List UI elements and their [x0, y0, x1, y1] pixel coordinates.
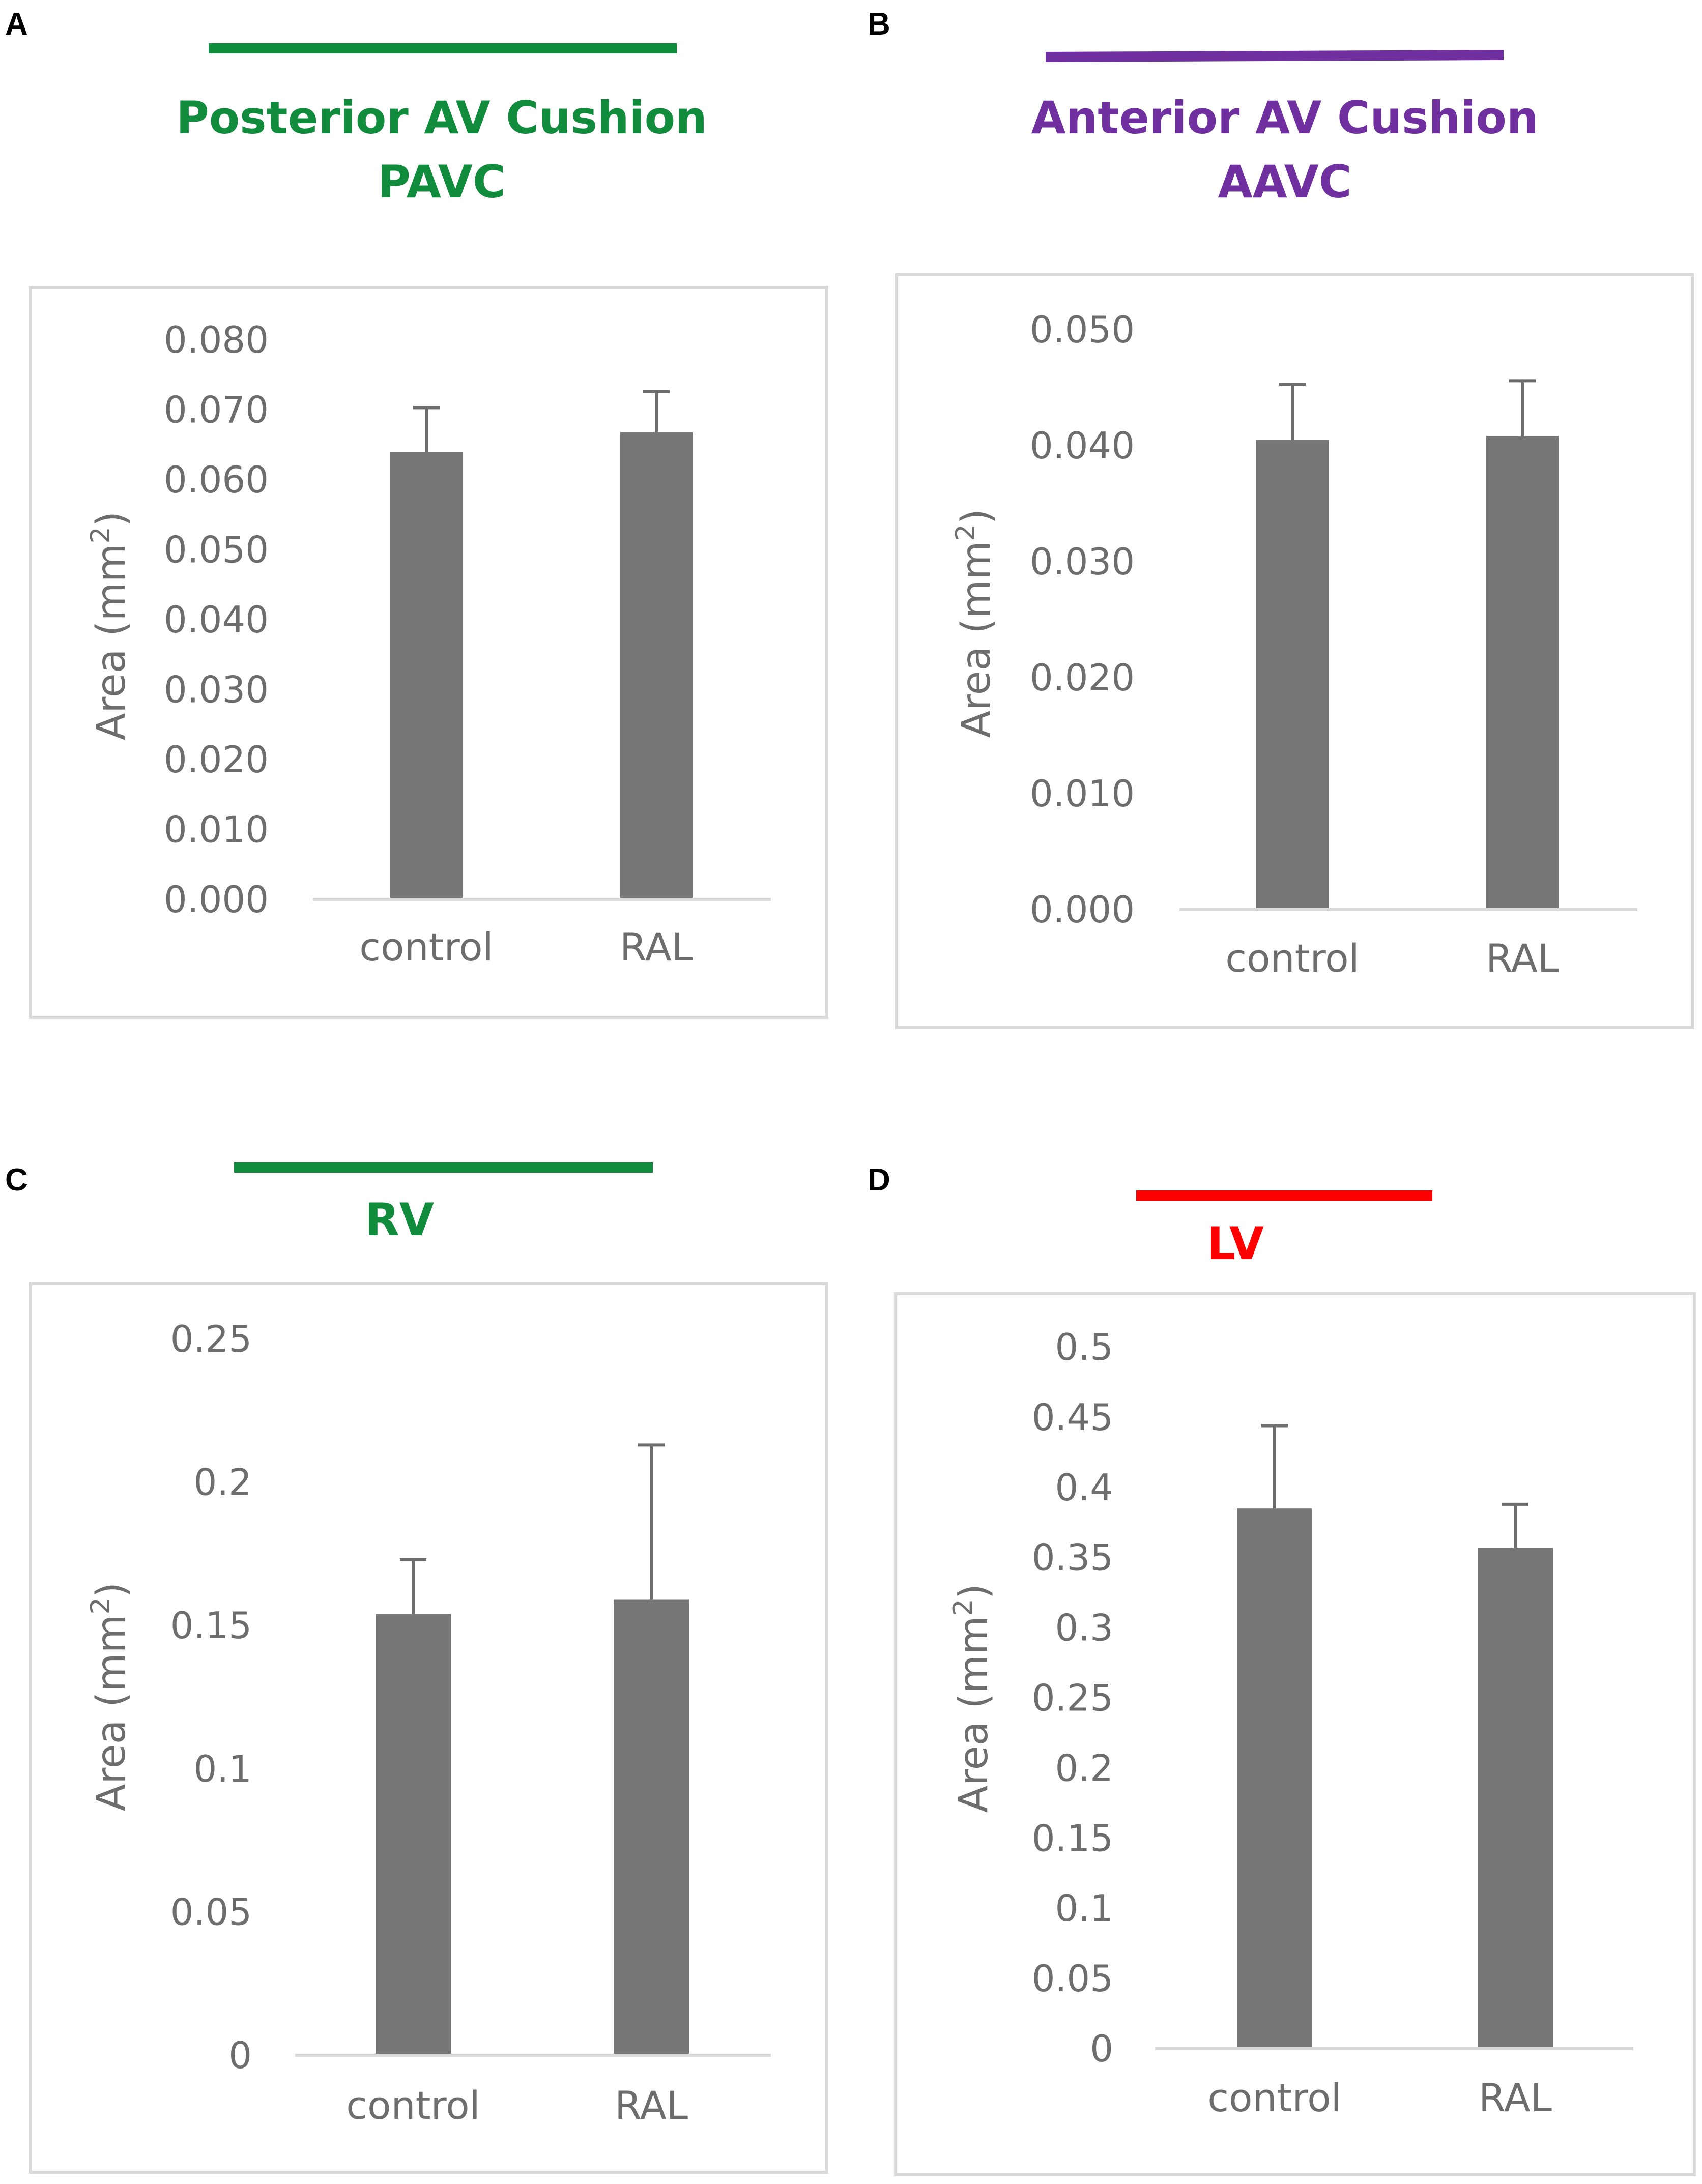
panel-a-y-tick-label: 0.080 [164, 318, 269, 361]
panel-a-chart-frame [29, 286, 828, 1019]
panel-d-bar-ral [1478, 1548, 1553, 2049]
panel-a-y-tick-label: 0.070 [164, 389, 269, 431]
panel-d-error-bar-control [1261, 1424, 1288, 1509]
panel-b-letter: B [868, 7, 890, 42]
panel-d-y-tick-label: 0.5 [1055, 1326, 1113, 1368]
panel-d-y-tick-label: 0.35 [1032, 1536, 1113, 1579]
panel-d: D LV 0 0.05 0.1 0.15 0.2 0.25 0.3 0.35 0.4 0.45 0.5 A… [868, 1162, 1696, 2176]
panel-a-error-bar-control [413, 406, 440, 452]
panel-a-y-tick-label: 0.050 [164, 529, 269, 571]
panel-b-y-tick-label: 0.040 [1030, 424, 1135, 467]
panel-b-error-bar-control [1279, 383, 1306, 440]
panel-b-y-tick-label: 0.030 [1030, 540, 1135, 583]
panel-b-bar-control [1256, 440, 1329, 910]
panel-b-title-line-2: AAVC [1218, 156, 1352, 208]
panel-c-y-tick-label: 0.1 [193, 1748, 252, 1790]
panel-d-y-tick-label: 0.25 [1032, 1677, 1113, 1720]
panel-d-letter: D [868, 1162, 890, 1198]
panel-b-x-category-label: RAL [1486, 936, 1559, 981]
panel-b-y-tick-label: 0.010 [1030, 772, 1135, 815]
panel-d-y-tick-label: 0.2 [1055, 1746, 1113, 1789]
panel-d-y-axis-label: Area (mm2) [948, 1584, 997, 1813]
panel-c-y-tick-label: 0.2 [193, 1461, 252, 1504]
panel-b-bar-ral [1486, 436, 1559, 910]
panel-c-bar-control [376, 1614, 451, 2055]
panel-d-y-tick-label: 0.45 [1032, 1396, 1113, 1439]
panel-a-y-axis-label: Area (mm2) [85, 511, 134, 740]
panel-b-error-bar-ral [1509, 379, 1536, 436]
panel-b-y-tick-label: 0.000 [1030, 888, 1135, 931]
panel-a-title-line-1: Posterior AV Cushion [176, 92, 707, 144]
panel-a-y-tick-label: 0.060 [164, 458, 269, 501]
panel-c-error-bar-control [400, 1558, 426, 1614]
panel-a: A Posterior AV Cushion PAVC 0.000 0.010 0.020… [5, 7, 828, 1019]
panel-b-accent-bar [1045, 50, 1504, 62]
panel-a-letter: A [5, 7, 28, 42]
panel-b: B Anterior AV Cushion AAVC 0.000 0.010 0.020 0… [868, 7, 1694, 1029]
panel-a-bar-ral [620, 432, 693, 899]
panel-a-y-tick-label: 0.020 [164, 738, 269, 781]
panel-c-error-bar-ral [638, 1443, 665, 1600]
panel-d-y-tick-label: 0.05 [1032, 1957, 1113, 2000]
panel-d-x-category-label: RAL [1479, 2075, 1552, 2120]
panel-c-x-category-label: RAL [615, 2083, 688, 2128]
panel-c-x-category-label: control [346, 2083, 480, 2128]
panel-c: C RV 0 0.05 0.1 0.15 0.2 0.25 Area (mm2) control R… [5, 1162, 828, 2174]
panel-a-x-category-label: RAL [620, 924, 693, 970]
panel-b-title-line-1: Anterior AV Cushion [1031, 92, 1539, 144]
panel-c-y-tick-label: 0 [228, 2034, 252, 2077]
panel-a-title-line-2: PAVC [378, 156, 505, 208]
panel-a-bar-control [390, 452, 463, 899]
panel-a-y-tick-label: 0.000 [164, 878, 269, 921]
panel-c-title-line-1: RV [365, 1193, 434, 1246]
panel-b-y-tick-label: 0.050 [1030, 308, 1135, 351]
panel-a-y-tick-label: 0.040 [164, 598, 269, 641]
panel-d-y-tick-label: 0 [1090, 2027, 1113, 2070]
panel-d-chart-frame [894, 1292, 1696, 2176]
panel-a-y-tick-label: 0.030 [164, 668, 269, 711]
panel-c-y-tick-label: 0.25 [170, 1318, 252, 1360]
panel-c-chart-frame [29, 1282, 828, 2174]
panel-d-y-tick-label: 0.15 [1032, 1817, 1113, 1859]
panel-b-y-tick-label: 0.020 [1030, 656, 1135, 699]
panel-a-error-bar-ral [643, 390, 670, 432]
panel-b-y-axis-label: Area (mm2) [950, 509, 999, 738]
panel-a-y-tick-label: 0.010 [164, 808, 269, 851]
panel-b-x-category-label: control [1225, 936, 1359, 981]
panel-c-letter: C [5, 1162, 28, 1198]
panel-d-y-tick-label: 0.3 [1055, 1607, 1113, 1649]
panel-d-x-category-label: control [1207, 2075, 1341, 2120]
panel-c-y-axis-label: Area (mm2) [85, 1582, 134, 1811]
panel-d-y-tick-label: 0.4 [1055, 1466, 1113, 1509]
panel-a-x-category-label: control [359, 924, 493, 970]
panel-d-title-line-1: LV [1207, 1217, 1264, 1270]
panel-c-y-tick-label: 0.15 [170, 1604, 252, 1647]
panel-d-error-bar-ral [1502, 1502, 1528, 1548]
panel-c-bar-ral [614, 1599, 689, 2055]
panel-d-y-tick-label: 0.1 [1055, 1887, 1113, 1930]
panel-b-chart-frame [895, 273, 1694, 1029]
panel-d-bar-control [1237, 1508, 1312, 2049]
panel-c-y-tick-label: 0.05 [170, 1890, 252, 1933]
